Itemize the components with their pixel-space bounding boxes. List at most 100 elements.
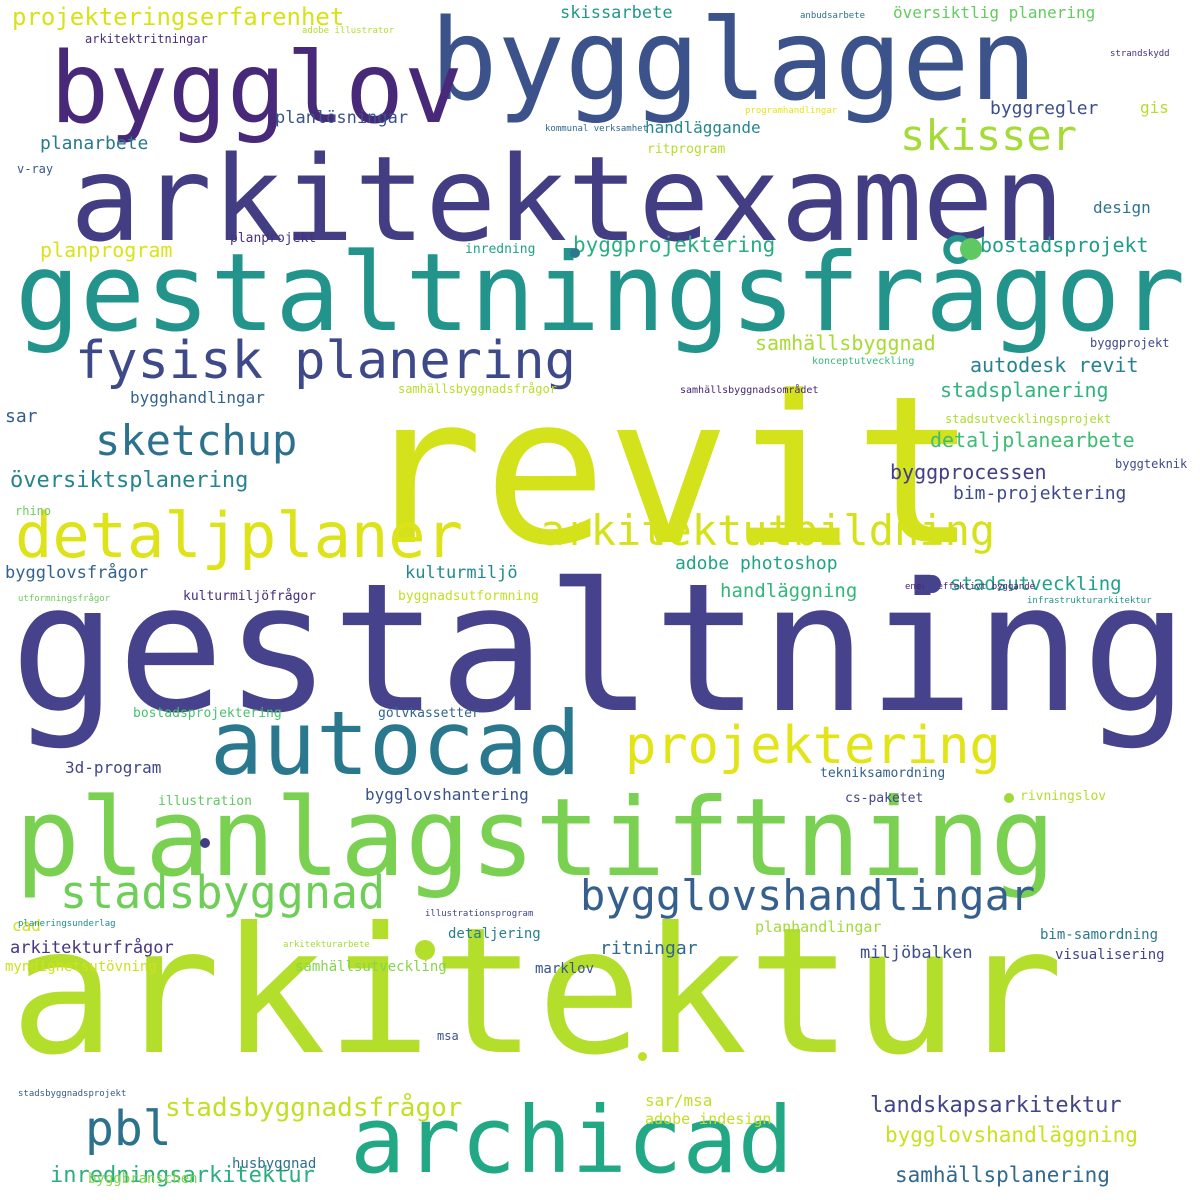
- word-arkitekturfragor: arkitekturfrågor: [10, 938, 174, 958]
- word-byggprojekt: byggprojekt: [1090, 336, 1170, 350]
- word-programhandlingar: programhandlingar: [745, 106, 838, 116]
- word-detaljplanearbete: detaljplanearbete: [930, 428, 1135, 452]
- word-golvkassetter: golvkassetter: [378, 706, 480, 721]
- word-byggteknik: byggteknik: [1115, 457, 1188, 471]
- word-byggnadsutformning: byggnadsutformning: [398, 589, 539, 604]
- word-inredningsarkitektur: inredningsarkitektur: [50, 1163, 315, 1188]
- word-ritningar: ritningar: [600, 938, 698, 959]
- word-tekniksamordning: tekniksamordning: [820, 766, 946, 781]
- word-revit: revit: [360, 353, 978, 591]
- word-planlosningar: planlösningar: [275, 108, 409, 128]
- word-arkitekturarbete: arkitekturarbete: [283, 940, 370, 950]
- word-skisser: skisser: [900, 111, 1078, 160]
- word-bygglovshantering: bygglovshantering: [365, 785, 529, 804]
- word-bygglovshandlingar: bygglovshandlingar: [580, 871, 1036, 920]
- word-kommunal-verksamhet: kommunal verksamhet: [545, 124, 648, 134]
- word-oversiktsplanering: översiktsplanering: [10, 468, 249, 493]
- word-illustrationsprogram: illustrationsprogram: [425, 909, 534, 919]
- word-marklov: marklov: [535, 961, 595, 977]
- dot-marker: [1004, 793, 1014, 803]
- word-oversiktlig-planering: översiktlig planering: [893, 3, 1096, 22]
- word-byggprojektering: byggprojektering: [573, 233, 776, 257]
- word-handlaggande: handläggande: [645, 118, 761, 137]
- word-detaljplaner: detaljplaner: [15, 499, 463, 572]
- dot-marker: [570, 248, 580, 258]
- word-arkitektur: arkitektur: [10, 891, 1064, 1094]
- word-miljobalken: miljöbalken: [860, 943, 973, 963]
- word-samhallsbyggnad: samhällsbyggnad: [755, 331, 936, 355]
- word-visualisering: visualisering: [1055, 947, 1165, 963]
- word-stadsbyggnadsprojekt: stadsbyggnadsprojekt: [18, 1089, 127, 1099]
- word-projektering: projektering: [625, 716, 1001, 776]
- dot-marker: [638, 1052, 647, 1061]
- word-cs-paketet: cs-paketet: [845, 791, 924, 806]
- word-husbyggnad: husbyggnad: [232, 1156, 317, 1172]
- word-bygghandlingar: bygghandlingar: [130, 388, 265, 407]
- word-bostadsprojekt: bostadsprojekt: [980, 233, 1149, 257]
- word-autocad: autocad: [210, 692, 581, 795]
- word-projekteringserfarenhet: projekteringserfarenhet: [12, 3, 345, 31]
- word-3d-program: 3d-program: [65, 758, 162, 777]
- word-utformningsfragor: utformningsfrågor: [18, 594, 111, 604]
- word-sketchup: sketchup: [95, 416, 298, 465]
- word-gis: gis: [1140, 98, 1169, 117]
- word-strandskydd: strandskydd: [1110, 49, 1170, 59]
- word-rhino: rhino: [15, 504, 52, 518]
- word-pbl: pbl: [85, 1101, 172, 1157]
- word-planhandlingar: planhandlingar: [755, 918, 882, 936]
- word-illustration: illustration: [158, 794, 252, 809]
- word-sar: sar: [5, 406, 38, 427]
- word-planarbete: planarbete: [40, 133, 149, 154]
- word-kulturmiljofragor: kulturmiljöfrågor: [183, 589, 317, 604]
- word-myndighetsutovning: myndighetsutövning: [5, 959, 157, 975]
- dot-marker: [923, 575, 941, 593]
- word-byggbranschen: byggbranschen: [88, 1171, 198, 1187]
- word-bim-samordning: bim-samordning: [1040, 927, 1159, 943]
- word-planprogram: planprogram: [40, 238, 173, 262]
- word-kulturmiljo: kulturmiljö: [405, 563, 518, 583]
- word-detaljering: detaljering: [448, 926, 541, 942]
- word-adobe-photoshop: adobe photoshop: [675, 553, 838, 574]
- word-byggprocessen: byggprocessen: [890, 460, 1047, 484]
- word-adobe-illustrator: adobe illustrator: [302, 26, 395, 36]
- word-bygglovsfragor: bygglovsfrågor: [5, 563, 149, 583]
- dot-marker: [415, 940, 435, 960]
- word-handlaggning: handläggning: [720, 580, 858, 602]
- word-stadsutvecklingsprojekt: stadsutvecklingsprojekt: [945, 412, 1112, 426]
- word-infrastrukturarkitektur: infrastrukturarkitektur: [1027, 596, 1152, 606]
- word-gestaltningsfragor: gestaltningsfrågor: [15, 231, 1186, 356]
- word-gestaltning: gestaltning: [10, 545, 1189, 752]
- word-samhallsbyggnadsfragor: samhällsbyggnadsfrågor: [398, 382, 557, 396]
- word-bim-projektering: bim-projektering: [953, 483, 1127, 504]
- word-skissarbete: skissarbete: [560, 3, 673, 23]
- word-bygglovshandlaggning: bygglovshandläggning: [885, 1123, 1138, 1147]
- word-sar-msa: sar/msa: [645, 1091, 713, 1110]
- word-anbudsarbete: anbudsarbete: [800, 11, 866, 21]
- word-stadsplanering: stadsplanering: [940, 378, 1109, 402]
- word-bygglagen: bygglagen: [430, 0, 1037, 126]
- word-konceptutveckling: konceptutveckling: [812, 356, 915, 367]
- word-samhallsbyggnadsomradet: samhällsbyggnadsområdet: [680, 385, 819, 396]
- word-inredning: inredning: [465, 242, 536, 257]
- word-adobe-indesign: adobe indesign: [645, 1110, 772, 1128]
- word-stadsutveckling: stadsutveckling: [950, 573, 1122, 595]
- word-bygglov: bygglov: [50, 32, 464, 146]
- word-arkitektritningar: arkitektritningar: [85, 32, 208, 46]
- dot-marker: [960, 238, 982, 260]
- word-byggregler: byggregler: [990, 98, 1099, 119]
- word-arkitektutbildning: arkitektutbildning: [540, 506, 996, 555]
- dot-marker: [200, 838, 210, 848]
- word-rivningslov: rivningslov: [1020, 789, 1107, 804]
- word-stadsbyggnadsfragor: stadsbyggnadsfrågor: [165, 1093, 463, 1123]
- word-bostadsprojektering: bostadsprojektering: [133, 706, 282, 721]
- word-autodesk-revit: autodesk revit: [970, 353, 1139, 377]
- word-stadsbyggnad: stadsbyggnad: [60, 866, 386, 919]
- word-archicad: archicad: [350, 1087, 794, 1194]
- word-msa: msa: [437, 1029, 459, 1043]
- word-v-ray: v-ray: [17, 162, 54, 176]
- word-design: design: [1093, 198, 1151, 217]
- word-planlagstiftning: planlagstiftning: [15, 776, 1056, 901]
- word-ritprogram: ritprogram: [647, 142, 726, 157]
- word-cad: cad: [12, 916, 41, 935]
